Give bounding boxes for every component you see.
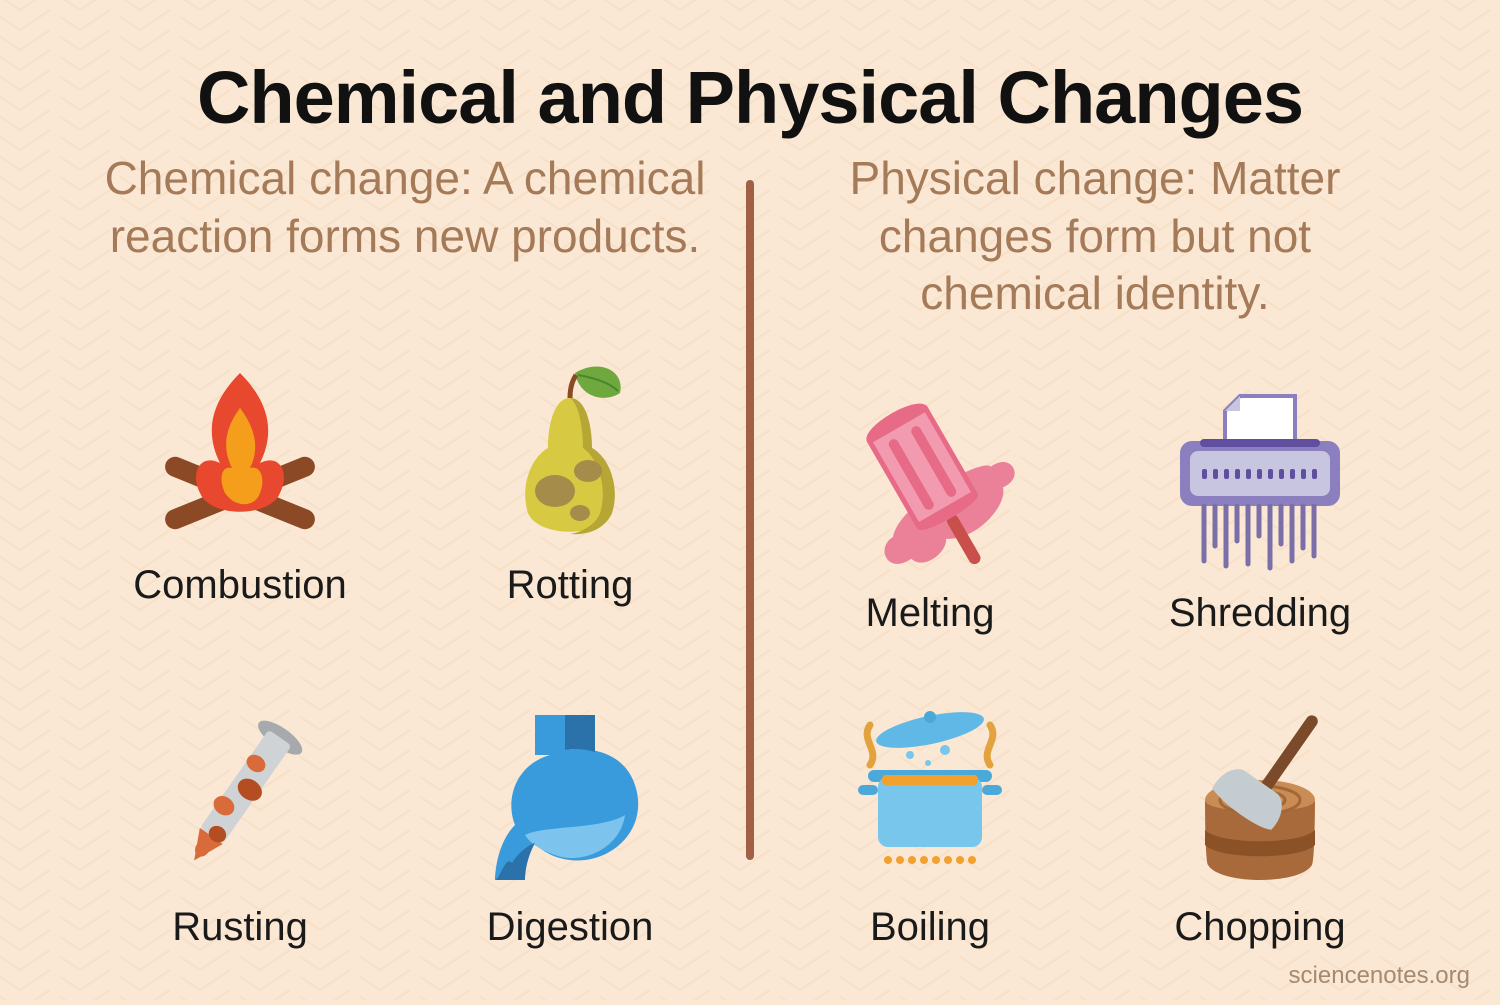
item-melting: Melting (770, 353, 1090, 647)
center-divider (746, 180, 754, 860)
item-shredding: Shredding (1100, 353, 1420, 647)
chemical-subtitle: Chemical change: A chemical reaction for… (60, 140, 750, 285)
shredding-label: Shredding (1169, 591, 1351, 646)
popsicle-icon (830, 381, 1030, 581)
pear-icon (470, 353, 670, 553)
item-boiling: Boiling (770, 666, 1090, 960)
page-title: Chemical and Physical Changes (0, 0, 1500, 140)
rotting-label: Rotting (507, 563, 634, 618)
attribution: sciencenotes.org (1289, 962, 1470, 990)
pot-icon (830, 695, 1030, 895)
stomach-icon (470, 695, 670, 895)
rusting-label: Rusting (172, 905, 308, 960)
item-combustion: Combustion (80, 295, 400, 618)
chopping-label: Chopping (1174, 905, 1345, 960)
digestion-label: Digestion (487, 905, 654, 960)
item-chopping: Chopping (1100, 666, 1420, 960)
item-rotting: Rotting (410, 295, 730, 618)
fire-icon (140, 353, 340, 553)
axe-icon (1160, 695, 1360, 895)
chemical-column: Chemical change: A chemical reaction for… (60, 140, 750, 960)
nail-icon (140, 695, 340, 895)
physical-column: Physical change: Matter changes form but… (750, 140, 1440, 960)
item-rusting: Rusting (80, 638, 400, 961)
item-digestion: Digestion (410, 638, 730, 961)
shredder-icon (1160, 381, 1360, 581)
physical-subtitle: Physical change: Matter changes form but… (750, 140, 1440, 343)
boiling-label: Boiling (870, 905, 990, 960)
melting-label: Melting (866, 591, 995, 646)
combustion-label: Combustion (133, 563, 346, 618)
